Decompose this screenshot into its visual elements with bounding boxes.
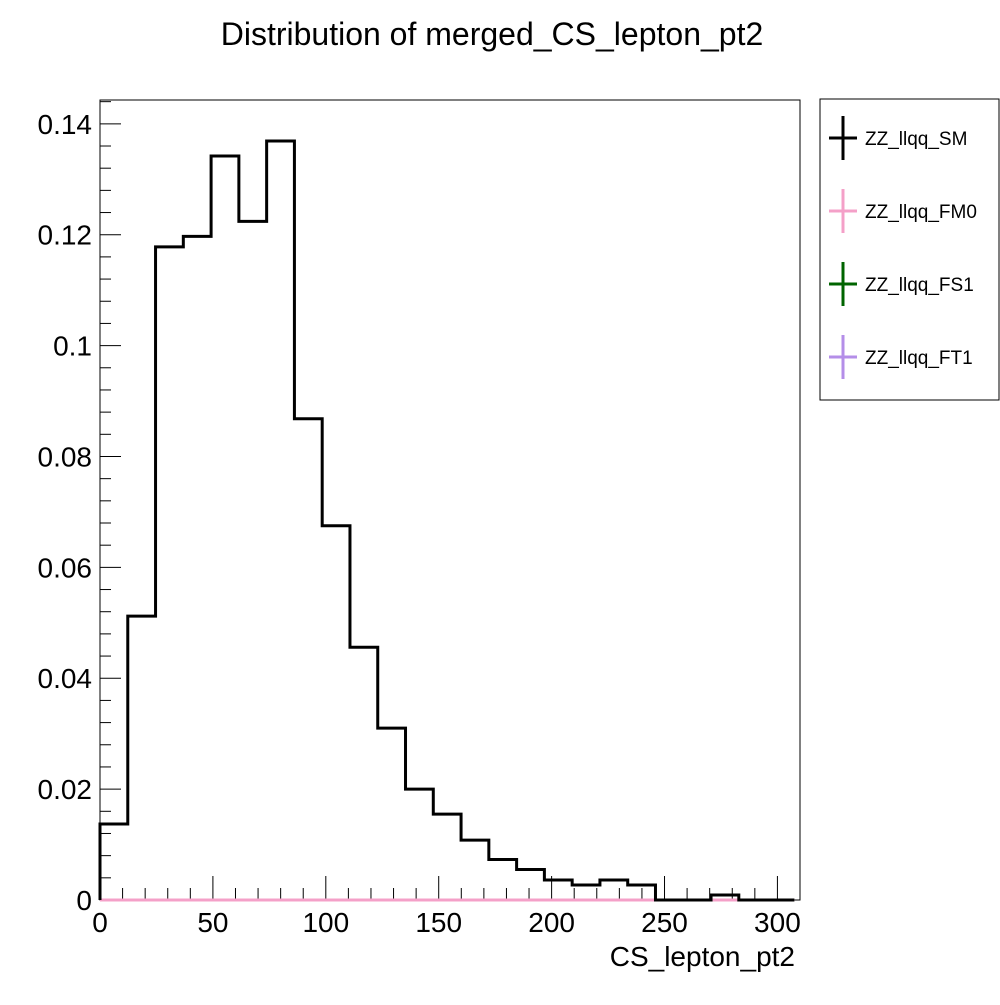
x-tick-label: 0 [92,907,108,938]
y-tick-label: 0.06 [38,552,93,583]
y-tick-label: 0.14 [38,109,93,140]
x-tick-label: 250 [641,907,688,938]
x-tick-label: 100 [302,907,349,938]
legend-label: ZZ_llqq_SM [865,129,967,150]
plot-frame [99,99,801,901]
x-minor-ticks [122,888,801,900]
y-tick-label: 0.08 [38,441,93,472]
legend-label: ZZ_llqq_FM0 [865,202,977,223]
y-tick-label: 0.12 [38,220,93,251]
legend-label: ZZ_llqq_FS1 [865,275,974,296]
y-tick-label: 0.02 [38,774,93,805]
legend: ZZ_llqq_SM ZZ_llqq_FM0 ZZ_llqq_FS1 ZZ_llqq_… [819,98,1000,401]
legend-entry: ZZ_llqq_FT1 [829,335,973,379]
x-tick-label: 200 [528,907,575,938]
legend-entry: ZZ_llqq_FM0 [829,189,977,233]
legend-label: ZZ_llqq_FT1 [865,348,973,369]
x-axis: 0 50 100 150 200 250 300 [92,876,801,938]
series-layer [98,139,795,902]
chart-title: Distribution of merged_CS_lepton_pt2 [221,16,764,52]
legend-entry: ZZ_llqq_FS1 [829,262,974,306]
y-tick-label: 0.1 [53,331,92,362]
legend-entry: ZZ_llqq_SM [829,116,967,160]
x-axis-label: CS_lepton_pt2 [610,941,795,972]
x-tick-label: 300 [754,907,801,938]
x-tick-label: 150 [415,907,462,938]
y-tick-label: 0.04 [38,663,93,694]
series-line-ZZ_llqq_SM [98,139,795,902]
y-tick-label: 0 [76,885,92,916]
x-tick-label: 50 [197,907,228,938]
legend-frame [819,98,1000,401]
y-minor-ticks [100,101,111,879]
y-axis: 0 0.02 0.04 0.06 0.08 0.1 0.12 0.14 [38,109,121,916]
